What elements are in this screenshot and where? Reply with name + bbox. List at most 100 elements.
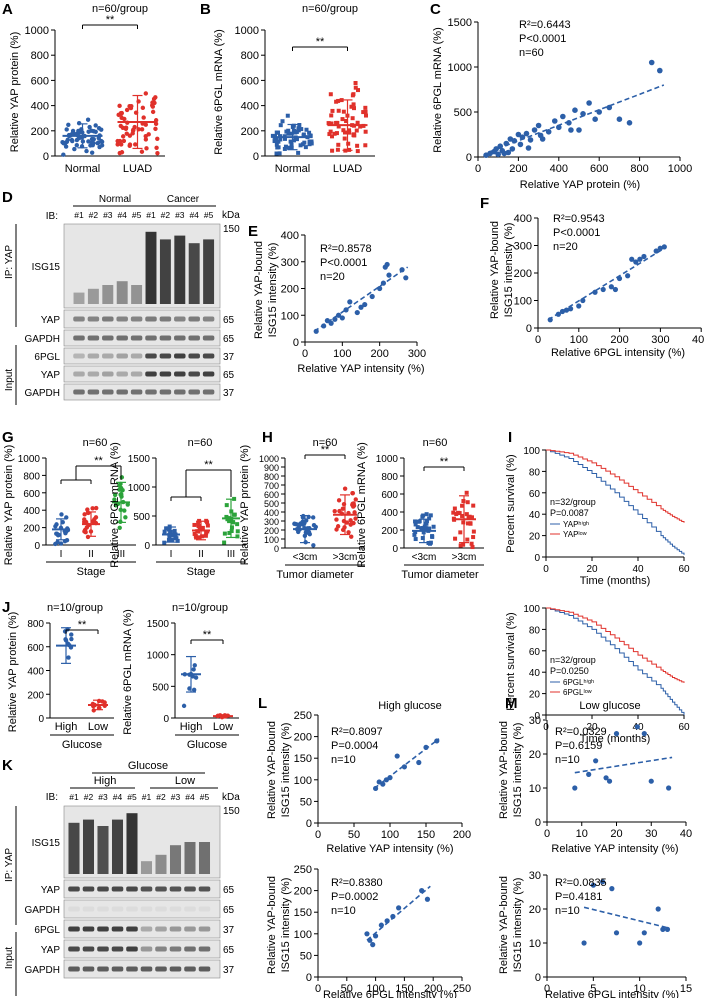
data-point: [296, 126, 301, 131]
data-point: [468, 521, 473, 526]
x-tick-label: 40: [680, 828, 692, 840]
group-label: High: [94, 775, 117, 787]
y-tick-label: 400: [514, 213, 532, 225]
data-point: [342, 136, 347, 141]
group-label: Low: [175, 775, 195, 787]
blot-band: [174, 335, 186, 341]
data-point: [89, 140, 95, 145]
stats-text: n=60: [519, 47, 544, 59]
stats-text: R²=0.9543: [553, 213, 605, 225]
data-point: [336, 124, 341, 129]
data-point: [501, 150, 508, 157]
data-point: [99, 139, 105, 145]
y-tick-label: 0: [392, 544, 398, 555]
blot-panel: [63, 347, 221, 365]
data-point: [465, 521, 470, 526]
data-point: [150, 104, 156, 109]
data-point: [124, 107, 130, 113]
y-tick-label: 400: [23, 506, 40, 517]
data-point: [200, 525, 205, 530]
panel-letter: K: [2, 757, 13, 774]
data-point: [364, 931, 370, 937]
blot-band: [140, 946, 153, 952]
blot-band: [140, 966, 153, 972]
y-tick-label: 250: [294, 864, 312, 876]
data-point: [304, 127, 309, 132]
y-tick-label: 400: [381, 508, 398, 519]
data-point: [129, 103, 134, 109]
panel-letter: L: [258, 695, 267, 712]
blot-band: [97, 946, 109, 952]
kda-label: kDa: [222, 792, 240, 803]
data-point: [141, 115, 146, 120]
x-tick-label: 60: [678, 564, 690, 575]
y-tick-label: 600: [381, 490, 398, 501]
data-point: [72, 146, 77, 152]
lane-label: #1: [142, 792, 152, 802]
blot-band: [73, 371, 85, 377]
data-point: [122, 508, 127, 513]
lane-label: #3: [103, 210, 113, 220]
y-tick-label: 200: [294, 886, 312, 898]
blot-band: [169, 926, 182, 932]
data-point: [299, 127, 304, 132]
data-point: [204, 531, 209, 536]
blot-band: [111, 886, 124, 892]
stats-text: P=0.4181: [555, 891, 602, 903]
data-point: [551, 118, 558, 124]
panel-letter: I: [508, 429, 512, 446]
y-tick-label: 0: [534, 553, 540, 564]
ip-label: IP: YAP: [4, 245, 15, 279]
lane-label: #5: [132, 210, 142, 220]
data-point: [363, 105, 368, 110]
data-point: [633, 259, 639, 265]
blot-band: [169, 886, 182, 892]
blot-band: [188, 243, 200, 304]
stats-text: P=0.6159: [555, 740, 602, 752]
significance-label: **: [203, 629, 212, 641]
y-tick-label: 400: [31, 101, 49, 113]
stats-text: n=10: [331, 905, 356, 917]
data-point: [133, 142, 138, 147]
lane-label: #1: [69, 792, 79, 802]
data-point: [523, 130, 530, 137]
y-axis-label: ISG15 intensity (%): [503, 223, 515, 318]
legend-n: n=32/group: [550, 655, 596, 665]
data-point: [277, 151, 282, 156]
data-point: [91, 708, 96, 713]
y-tick-label: 1000: [235, 25, 259, 37]
data-point: [285, 113, 290, 118]
stats-text: R²=0.8578: [320, 243, 372, 255]
data-point: [580, 111, 586, 117]
data-point: [430, 534, 435, 539]
data-point: [348, 518, 353, 523]
data-point: [293, 130, 298, 135]
x-axis-label: Tumor diameter: [401, 569, 479, 581]
x-tick-label: 0: [315, 829, 321, 841]
data-point: [286, 145, 291, 150]
y-tick-label: 100: [264, 535, 279, 545]
data-point: [59, 512, 64, 517]
blot-band: [169, 966, 182, 972]
data-point: [347, 128, 352, 133]
data-point: [300, 519, 305, 524]
blot-band: [82, 886, 95, 892]
y-tick-label: 150: [294, 907, 312, 919]
blot-band: [102, 285, 114, 304]
data-point: [515, 131, 522, 138]
blot-band: [87, 288, 99, 304]
blot-band: [87, 371, 100, 377]
data-point: [119, 110, 124, 116]
y-tick-label: 100: [294, 775, 312, 787]
category-label: High: [55, 721, 78, 733]
lane-label: #2: [161, 210, 171, 220]
x-tick-label: 100: [570, 334, 588, 346]
data-point: [416, 759, 422, 766]
y-tick-label: 400: [241, 101, 259, 113]
data-point: [334, 120, 339, 125]
stats-text: P=0.0002: [331, 891, 378, 903]
data-point: [340, 117, 345, 122]
data-point: [181, 703, 187, 709]
blot-band: [188, 389, 200, 395]
data-point: [616, 116, 623, 122]
